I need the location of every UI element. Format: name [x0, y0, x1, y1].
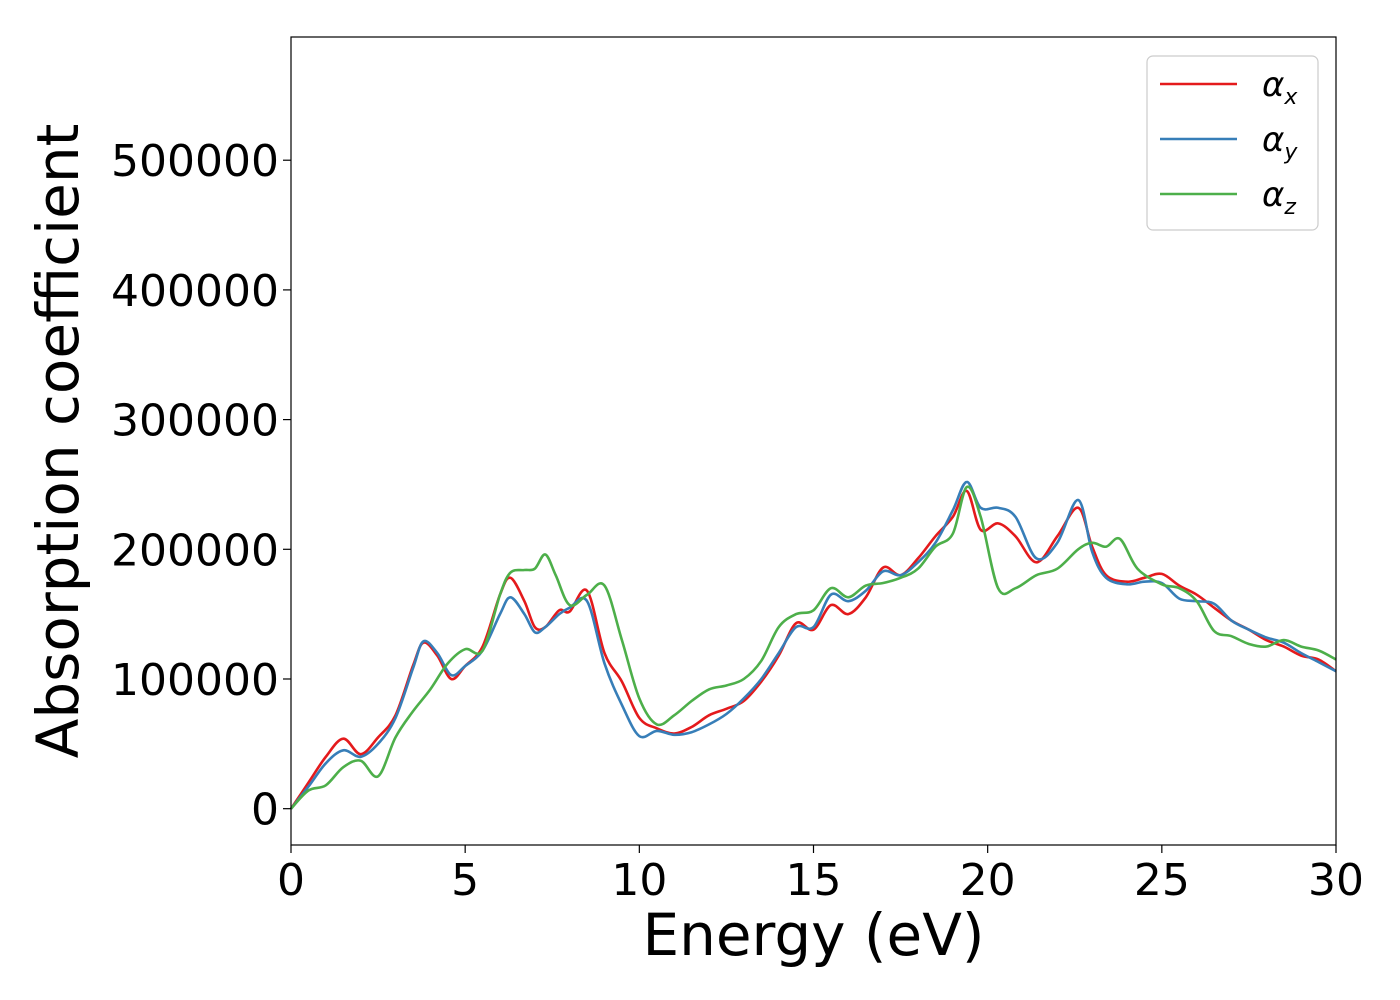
series-line-x	[289, 489, 1337, 810]
x-tick-label: 15	[786, 855, 842, 906]
ticks-layer: 0 5 10 15 20 25 30 0 100000 200000 300000 400000 500…	[111, 136, 1364, 906]
y-tick-label: 200000	[111, 525, 279, 576]
x-tick-label: 20	[960, 855, 1016, 906]
series-line-z	[290, 485, 1337, 810]
y-axis-title: Absorption coefficient	[24, 124, 92, 759]
x-tick-label: 0	[277, 855, 305, 906]
series-line-y	[289, 480, 1337, 810]
y-tick-label: 500000	[111, 136, 279, 187]
legend-box	[1146, 55, 1319, 231]
y-tick-label: 300000	[111, 396, 279, 447]
legend-label-z: αz	[1262, 175, 1296, 220]
y-tick-label: 0	[251, 785, 279, 836]
series-layer	[289, 480, 1337, 810]
y-tick-label: 400000	[111, 266, 279, 317]
legend-subscript-z: z	[1283, 195, 1296, 220]
x-tick-label: 25	[1134, 855, 1190, 906]
legend-subscript-y: y	[1283, 140, 1298, 165]
x-axis-title: Energy (eV)	[642, 901, 984, 969]
y-tick-label: 100000	[111, 655, 279, 706]
x-tick-label: 10	[611, 855, 667, 906]
x-tick-label: 5	[451, 855, 479, 906]
x-tick-label: 30	[1308, 855, 1364, 906]
legend-subscript-x: x	[1283, 85, 1298, 110]
